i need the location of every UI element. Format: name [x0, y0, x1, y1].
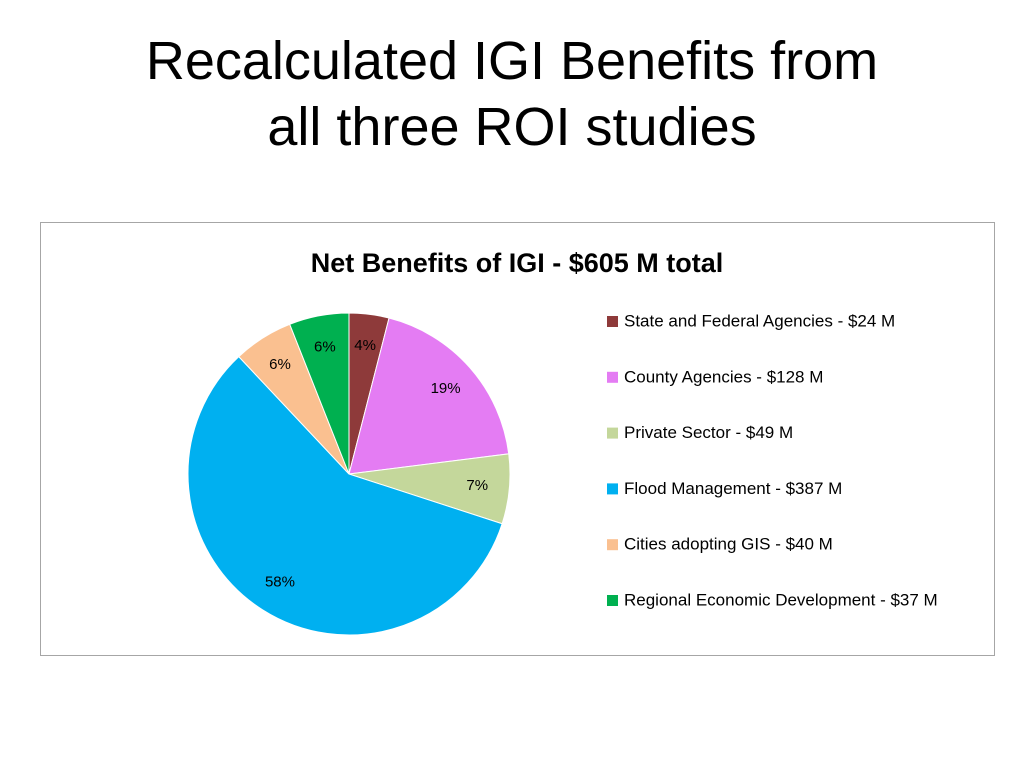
- legend-swatch: [607, 483, 618, 495]
- pie-slice: [187, 355, 503, 636]
- legend-swatch: [607, 371, 618, 383]
- data-label: 7%: [466, 477, 488, 494]
- legend-label: County Agencies - $128 M: [624, 367, 823, 386]
- title-line: Recalculated IGI Benefits from: [145, 31, 879, 91]
- pie-slice: [289, 312, 350, 475]
- title-line: all three ROI studies: [267, 97, 757, 157]
- legend-label: Regional Economic Development - $37 M: [624, 590, 938, 609]
- legend-label: Cities adopting GIS - $40 M: [624, 535, 833, 554]
- data-label: 6%: [314, 338, 336, 355]
- data-label: 19%: [431, 380, 461, 397]
- data-label: 4%: [354, 337, 376, 354]
- data-label: 6%: [269, 356, 291, 373]
- legend-swatch: [607, 595, 618, 606]
- legend-label: Private Sector - $49 M: [624, 423, 793, 442]
- pie-slice: [348, 317, 510, 475]
- legend-label: State and Federal Agencies - $24 M: [624, 311, 895, 330]
- legend-swatch: [607, 539, 618, 551]
- legend-swatch: [607, 427, 618, 439]
- chart-title: Net Benefits of IGI - $605 M total: [311, 248, 724, 278]
- data-label: 58%: [265, 574, 295, 591]
- legend-label: Flood Management - $387 M: [624, 479, 842, 498]
- legend-swatch: [607, 316, 618, 327]
- slide-title: Recalculated IGI Benefits from all three…: [0, 28, 1024, 160]
